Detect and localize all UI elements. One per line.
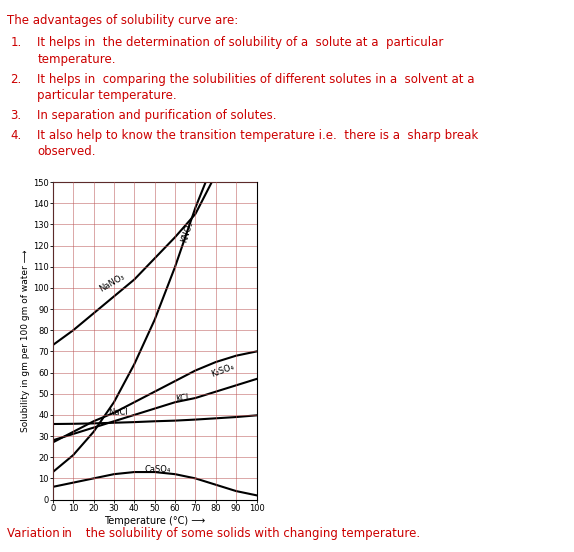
Text: Variation: Variation — [7, 527, 63, 540]
Y-axis label: Solubility in gm per 100 gm of water ⟶: Solubility in gm per 100 gm of water ⟶ — [21, 250, 30, 432]
Text: It also help to know the transition temperature i.e.  there is a  sharp break: It also help to know the transition temp… — [37, 129, 479, 142]
Text: the solubility of some solids with changing temperature.: the solubility of some solids with chang… — [82, 527, 420, 540]
Text: 4.: 4. — [10, 129, 22, 142]
Text: In separation and purification of solutes.: In separation and purification of solute… — [37, 109, 277, 122]
Text: KNO₃: KNO₃ — [179, 220, 195, 243]
Text: in: in — [61, 527, 72, 540]
X-axis label: Temperature (°C) ⟶: Temperature (°C) ⟶ — [104, 516, 205, 526]
Text: NaNO₃: NaNO₃ — [98, 273, 126, 294]
Text: observed.: observed. — [37, 146, 96, 158]
Text: It helps in  the determination of solubility of a  solute at a  particular: It helps in the determination of solubil… — [37, 36, 444, 49]
Text: The advantages of solubility curve are:: The advantages of solubility curve are: — [7, 14, 238, 27]
Text: 2.: 2. — [10, 73, 22, 86]
Text: CaSO₄: CaSO₄ — [145, 465, 171, 474]
Text: particular temperature.: particular temperature. — [37, 89, 177, 102]
Text: It helps in  comparing the solubilities of different solutes in a  solvent at a: It helps in comparing the solubilities o… — [37, 73, 475, 86]
Text: NaCl: NaCl — [108, 407, 128, 417]
Text: K₂SO₄: K₂SO₄ — [210, 362, 235, 379]
Text: KCl: KCl — [175, 393, 189, 404]
Text: 3.: 3. — [10, 109, 21, 122]
Text: temperature.: temperature. — [37, 53, 116, 66]
Text: 1.: 1. — [10, 36, 22, 49]
